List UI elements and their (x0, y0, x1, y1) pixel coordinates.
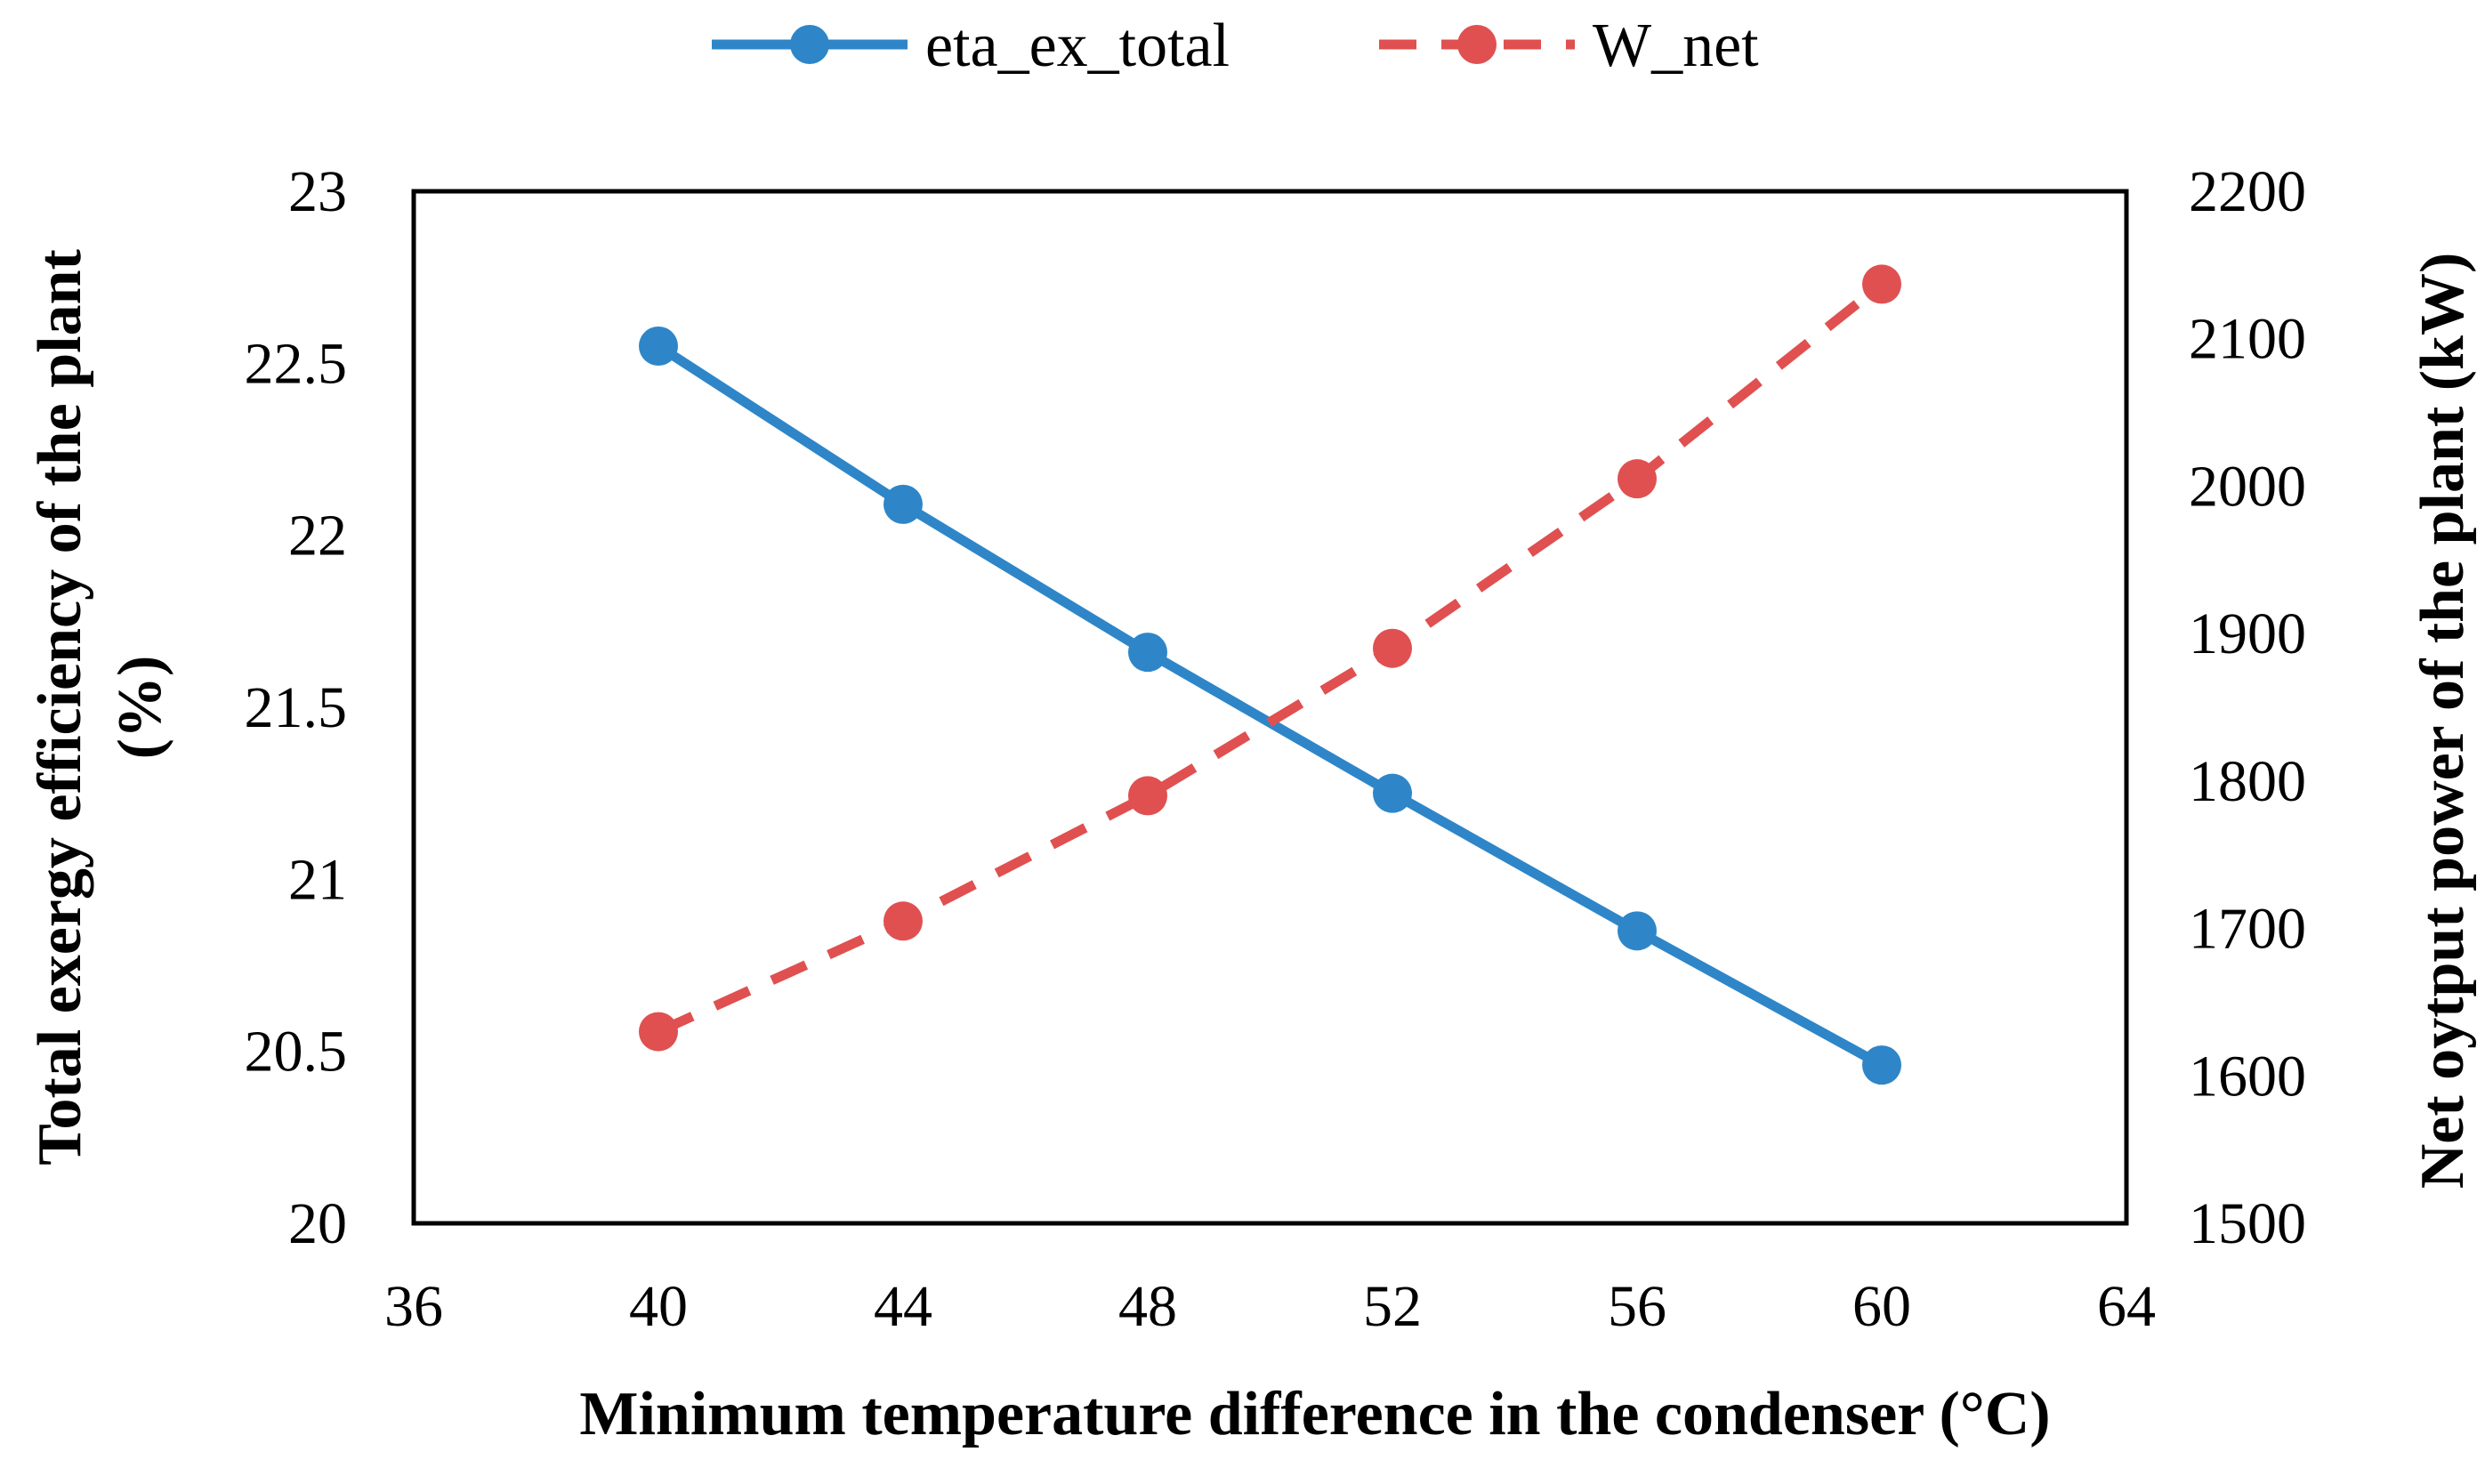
legend-swatch-marker-eta-ex-total (790, 25, 829, 64)
y-right-tick-label: 1800 (2189, 749, 2306, 814)
y-left-tick-label: 20.5 (245, 1020, 348, 1085)
x-tick-label: 60 (1852, 1274, 1911, 1339)
plot-area (411, 189, 2129, 1226)
x-tick-labels: 36 40 44 48 52 56 60 64 (384, 1274, 2156, 1339)
y-right-tick-label: 2000 (2189, 454, 2306, 519)
y-right-tick-label: 1600 (2189, 1044, 2306, 1109)
legend: eta_ex_total W_net (712, 12, 1759, 80)
y-left-tick-label: 22 (288, 504, 347, 569)
y-right-tick-label: 1900 (2189, 601, 2306, 666)
y-left-tick-label: 22.5 (245, 331, 348, 396)
y-left-tick-label: 21 (288, 847, 347, 912)
x-tick-label: 36 (384, 1274, 443, 1339)
x-tick-label: 40 (629, 1274, 688, 1339)
x-tick-label: 52 (1363, 1274, 1422, 1339)
series-line-eta-ex-total (656, 342, 1884, 1069)
series-layer (639, 264, 1901, 1085)
data-point-eta-ex-total (1862, 1045, 1901, 1085)
series-line-W-net (656, 280, 1885, 1036)
data-point-W-net (1618, 459, 1657, 499)
y-right-tick-label: 1500 (2189, 1191, 2306, 1256)
legend-label-W-net: W_net (1593, 12, 1759, 80)
x-axis-title: Minimum temperature difference in the co… (579, 1380, 2050, 1448)
y-left-tick-label: 20 (288, 1191, 347, 1256)
y-left-tick-labels: 20 20.5 21 21.5 22 22.5 23 (245, 159, 348, 1256)
y-right-tick-label: 2200 (2189, 159, 2306, 224)
data-point-eta-ex-total (883, 484, 923, 524)
data-point-eta-ex-total (1128, 633, 1167, 673)
x-tick-label: 48 (1118, 1274, 1177, 1339)
y-left-tick-label: 23 (288, 159, 347, 224)
x-tick-label: 56 (1608, 1274, 1666, 1339)
y-left-axis-title: Total exergy efficiency of the plant (26, 249, 94, 1165)
x-tick-label: 64 (2097, 1274, 2156, 1339)
y-left-tick-label: 21.5 (245, 675, 348, 740)
data-point-W-net (1373, 628, 1412, 668)
y-right-axis-title: Net oytput power of the plant (kW) (2408, 253, 2477, 1190)
data-point-eta-ex-total (1618, 911, 1657, 951)
y-left-axis-title-unit: (%) (106, 656, 174, 760)
legend-swatch-marker-W-net (1457, 25, 1497, 64)
data-point-eta-ex-total (1373, 773, 1412, 813)
data-point-W-net (1128, 776, 1167, 816)
y-right-tick-labels: 1500 1600 1700 1800 1900 2000 2100 2200 (2189, 159, 2306, 1256)
data-point-W-net (883, 901, 923, 941)
y-right-tick-label: 1700 (2189, 897, 2306, 962)
data-point-eta-ex-total (639, 327, 678, 366)
legend-label-eta-ex-total: eta_ex_total (925, 12, 1230, 80)
data-point-W-net (639, 1012, 678, 1052)
y-right-tick-label: 2100 (2189, 307, 2306, 372)
x-tick-label: 44 (874, 1274, 932, 1339)
data-point-W-net (1862, 264, 1901, 304)
